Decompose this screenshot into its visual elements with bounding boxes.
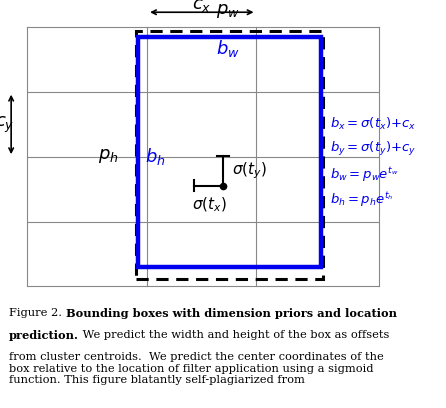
Text: $\sigma(t_x)$: $\sigma(t_x)$ — [192, 196, 227, 214]
Text: Bounding boxes with dimension priors and location: Bounding boxes with dimension priors and… — [66, 308, 396, 319]
Text: Figure 2.: Figure 2. — [9, 308, 66, 318]
Bar — [136, 31, 323, 279]
Text: $b_h{=}p_h e^{t_h}$: $b_h{=}p_h e^{t_h}$ — [330, 191, 394, 209]
Text: $p_w$: $p_w$ — [215, 2, 240, 20]
Text: $b_w{=}p_w e^{t_w}$: $b_w{=}p_w e^{t_w}$ — [330, 165, 399, 184]
Text: $b_h$: $b_h$ — [145, 146, 165, 167]
Text: $b_y{=}\sigma(t_y){+}c_y$: $b_y{=}\sigma(t_y){+}c_y$ — [330, 140, 416, 158]
Text: $c_x$: $c_x$ — [192, 0, 211, 14]
Text: prediction.: prediction. — [9, 330, 79, 341]
Text: $\sigma(t_y)$: $\sigma(t_y)$ — [232, 160, 267, 181]
Text: $c_y$: $c_y$ — [0, 114, 14, 135]
Bar — [138, 37, 321, 267]
Text: $b_x{=}\sigma(t_x){+}c_x$: $b_x{=}\sigma(t_x){+}c_x$ — [330, 116, 416, 133]
Text: $b_w$: $b_w$ — [215, 38, 240, 60]
Text: $p_h$: $p_h$ — [99, 147, 119, 165]
Text: We predict the width and height of the box as offsets: We predict the width and height of the b… — [79, 330, 389, 340]
Text: from cluster centroids.  We predict the center coordinates of the
box relative t: from cluster centroids. We predict the c… — [9, 352, 384, 385]
